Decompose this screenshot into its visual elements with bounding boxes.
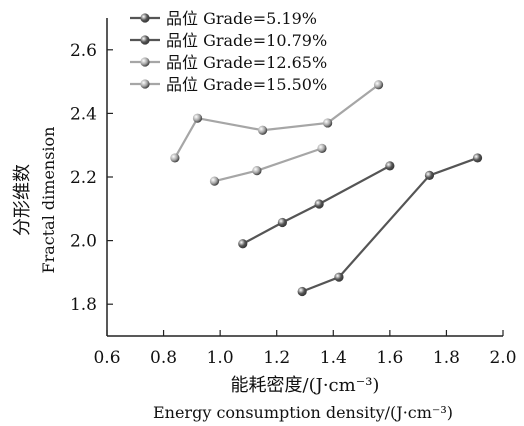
axes: 0.6 0.8 1.0 1.2 1.4 1.6 1.8 2.0 1.8 2.0 2.2 2.4 2.6	[70, 18, 517, 368]
data-point	[192, 113, 203, 123]
data-point	[317, 143, 327, 153]
legend-swatch-marker	[140, 57, 150, 67]
y-tick-label: 2.4	[70, 104, 97, 124]
x-axis-title-en: Energy consumption density/(J·cm⁻³)	[153, 403, 453, 422]
x-axis-title-cn: 能耗密度/(J·cm⁻³)	[231, 375, 380, 396]
legend-label: 品位 Grade=10.79%	[166, 31, 327, 50]
series-4	[170, 80, 384, 163]
data-point	[385, 161, 395, 171]
data-point	[373, 80, 384, 90]
data-point	[297, 286, 307, 297]
y-tick-label: 2.2	[70, 168, 97, 188]
legend-swatch-marker	[140, 13, 150, 23]
series-line	[242, 164, 391, 245]
legend-item: 品位 Grade=5.19%	[130, 9, 317, 28]
data-point	[257, 125, 268, 135]
x-tick-label: 1.6	[376, 348, 403, 368]
series-1	[297, 153, 483, 297]
x-tick-label: 1.4	[320, 348, 347, 368]
legend-swatch-marker	[140, 35, 150, 45]
y-tick-label: 1.8	[70, 295, 97, 315]
legend: 品位 Grade=5.19% 品位 Grade=10.79% 品位 Grade=12…	[130, 9, 327, 94]
series-3	[209, 143, 327, 186]
data-point	[252, 166, 262, 176]
data-point	[472, 153, 483, 163]
y-axis-title-cn: 分形维数	[12, 164, 33, 236]
data-point	[277, 217, 287, 228]
series-line	[301, 156, 478, 293]
legend-item: 品位 Grade=12.65%	[130, 53, 327, 72]
x-tick-label: 1.0	[207, 348, 234, 368]
legend-item: 品位 Grade=10.79%	[130, 31, 327, 50]
data-point	[424, 170, 435, 181]
legend-label: 品位 Grade=15.50%	[166, 75, 327, 94]
x-tick-label: 1.8	[433, 348, 460, 368]
data-point	[209, 176, 220, 186]
y-axis-title-en: Fractal dimension	[39, 127, 58, 274]
series-line	[214, 147, 323, 183]
x-tick-label: 0.8	[150, 348, 177, 368]
y-tick-label: 2.6	[70, 41, 97, 61]
data-point	[314, 199, 324, 209]
series-layer	[170, 80, 483, 297]
legend-item: 品位 Grade=15.50%	[130, 75, 327, 94]
data-point	[238, 239, 248, 249]
data-point	[323, 118, 333, 128]
legend-label: 品位 Grade=12.65%	[166, 53, 327, 72]
data-point	[334, 272, 344, 282]
x-tick-label: 1.2	[263, 348, 290, 368]
y-tick-label: 2.0	[70, 232, 97, 252]
legend-swatch-marker	[140, 79, 150, 89]
data-point	[170, 153, 180, 163]
legend-label: 品位 Grade=5.19%	[166, 9, 317, 28]
series-line	[173, 83, 380, 159]
x-tick-label: 0.6	[93, 348, 120, 368]
series-2	[238, 161, 395, 249]
x-tick-label: 2.0	[489, 348, 516, 368]
